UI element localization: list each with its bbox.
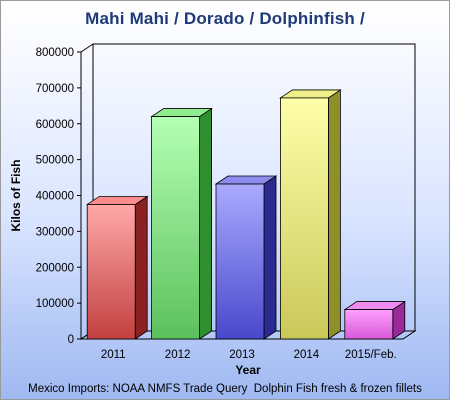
bar-front — [151, 116, 201, 340]
y-tick-label: 700000 — [36, 83, 74, 95]
bar-front — [86, 204, 136, 340]
y-axis-title: Kilos of Fish — [9, 160, 23, 232]
bar-2011 — [85, 195, 149, 340]
x-axis-title: Year — [235, 363, 261, 377]
bar-2015/Feb. — [343, 300, 407, 340]
y-tick-label: 400000 — [36, 191, 74, 203]
bar-2013 — [214, 175, 278, 340]
x-tick-label: 2014 — [294, 349, 320, 361]
y-tick-label: 200000 — [36, 262, 74, 274]
bar-side — [134, 195, 148, 340]
bar-front — [279, 97, 329, 340]
x-tick-label: 2012 — [165, 349, 191, 361]
bar-2012 — [150, 107, 213, 340]
bar-side — [263, 175, 277, 340]
x-tick-label: 2015/Feb. — [345, 349, 397, 361]
bar-front — [344, 309, 394, 340]
y-tick-label: 500000 — [36, 155, 74, 167]
y-tick-label: 800000 — [36, 47, 74, 59]
y-tick-label: 100000 — [36, 298, 74, 310]
y-tick-label: 300000 — [36, 226, 74, 238]
y-tick-label: 0 — [68, 334, 74, 346]
bar-side — [199, 107, 213, 340]
chart-footnote: Mexico Imports: NOAA NMFS Trade Query Do… — [28, 383, 422, 395]
bar-side — [327, 89, 341, 340]
chart-title: Mahi Mahi / Dorado / Dolphinfish / — [85, 9, 365, 28]
y-tick-label: 600000 — [36, 119, 74, 131]
bar-front — [215, 183, 265, 340]
x-tick-label: 2013 — [229, 349, 255, 361]
bar-2014 — [279, 89, 342, 340]
x-tick-label: 2011 — [101, 349, 126, 361]
